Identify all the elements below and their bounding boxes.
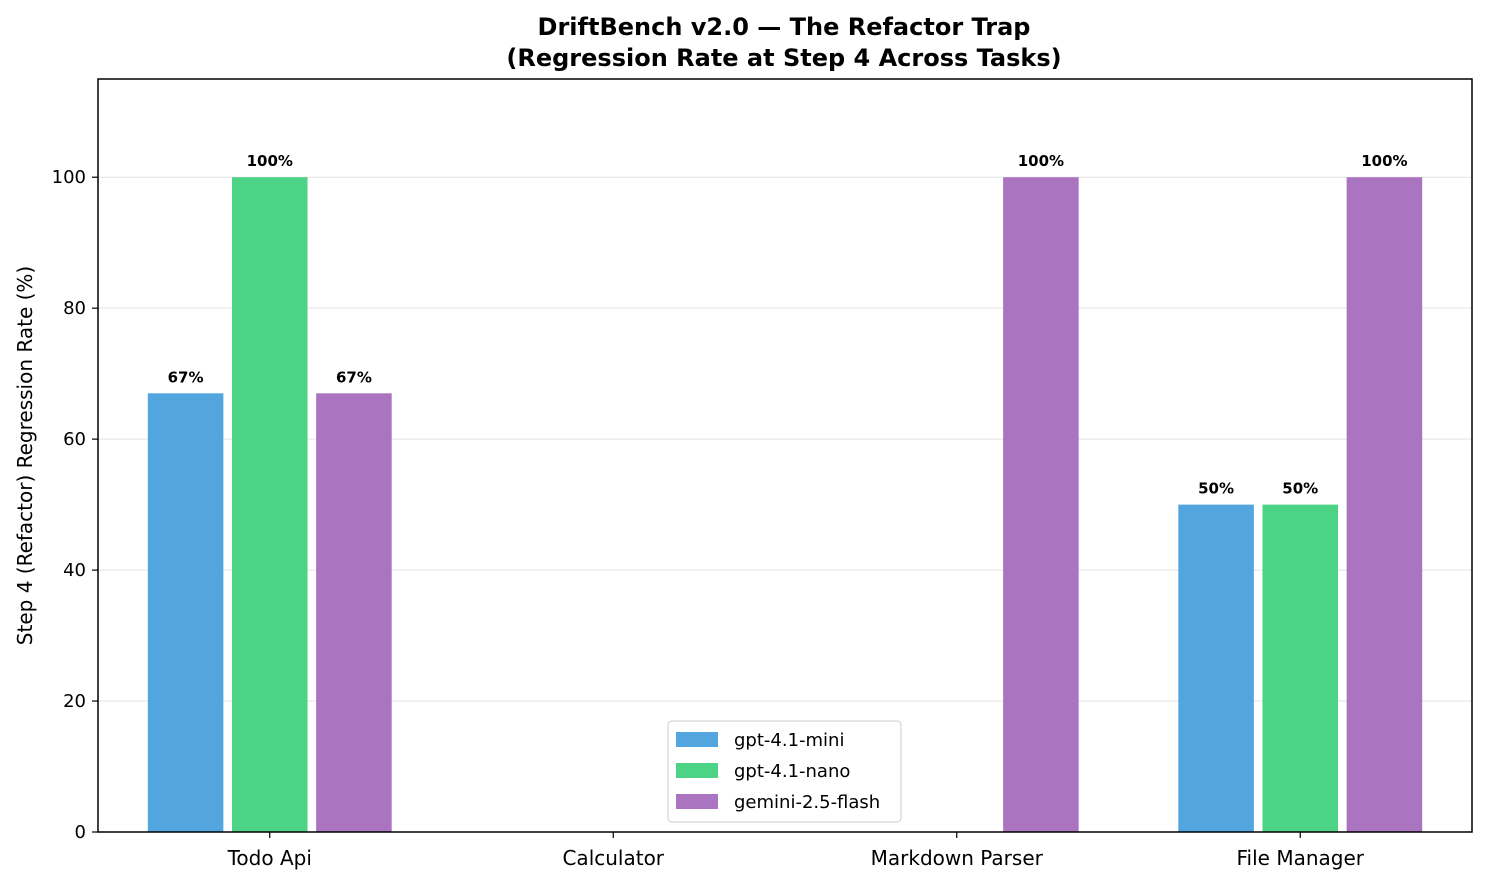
legend-label: gpt-4.1-mini — [734, 730, 844, 751]
chart-title-line-1: DriftBench v2.0 — The Refactor Trap — [538, 13, 1031, 41]
bars — [147, 177, 1423, 832]
chart-title-line-2: (Regression Rate at Step 4 Across Tasks) — [506, 44, 1061, 72]
x-tick-label: Markdown Parser — [871, 846, 1044, 870]
y-axis-label: Step 4 (Refactor) Regression Rate (%) — [13, 266, 37, 645]
y-axis-ticks: 0 20 40 60 80 100 — [52, 167, 98, 843]
legend-label: gemini-2.5-flash — [734, 792, 880, 813]
x-axis-ticks: Todo Api Calculator Markdown Parser File Ma… — [227, 832, 1365, 870]
bar-gpt-4.1-nano — [231, 177, 308, 832]
legend: gpt-4.1-mini gpt-4.1-nano gemini-2.5-flash — [667, 720, 902, 823]
data-label: 100% — [1018, 152, 1064, 170]
legend-swatch — [676, 732, 718, 747]
bar-gemini-2.5-flash — [316, 393, 392, 832]
bar-gpt-4.1-mini — [147, 393, 224, 832]
y-tick-label: 0 — [75, 822, 86, 843]
data-label: 100% — [247, 152, 293, 170]
data-label: 50% — [1198, 480, 1234, 498]
data-labels: 67% 100% 67% 100% 50% 50% 100% — [168, 152, 1408, 497]
data-label: 67% — [168, 368, 204, 386]
x-tick-label: Todo Api — [227, 846, 312, 870]
bar-gpt-4.1-mini — [1178, 504, 1254, 832]
y-tick-label: 100 — [52, 167, 86, 188]
legend-box — [667, 720, 902, 823]
y-tick-label: 60 — [63, 429, 86, 450]
bar-gemini-2.5-flash — [1003, 177, 1079, 832]
legend-swatch — [676, 794, 718, 809]
bar-gpt-4.1-nano — [1262, 504, 1339, 832]
x-tick-label: File Manager — [1237, 846, 1365, 870]
legend-label: gpt-4.1-nano — [734, 761, 850, 782]
y-tick-label: 80 — [63, 298, 86, 319]
bar-gemini-2.5-flash — [1346, 177, 1423, 832]
legend-swatch — [676, 763, 718, 778]
x-tick-label: Calculator — [562, 846, 664, 870]
y-tick-label: 20 — [63, 691, 86, 712]
data-label: 100% — [1361, 152, 1407, 170]
data-label: 50% — [1282, 480, 1318, 498]
plot-frame — [97, 78, 1473, 833]
data-label: 67% — [336, 368, 372, 386]
y-tick-label: 40 — [63, 560, 86, 581]
